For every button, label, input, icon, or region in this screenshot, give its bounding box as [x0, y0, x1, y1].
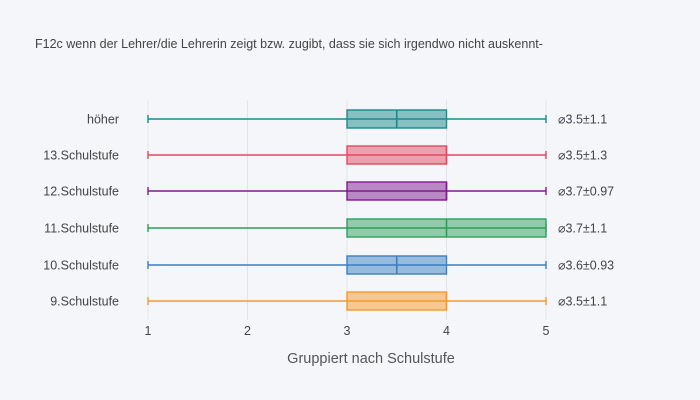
x-tick-5: 5: [543, 324, 550, 338]
annotation-10.Schulstufe: ⌀3.6±0.93: [558, 259, 614, 273]
x-tick-2: 2: [244, 324, 251, 338]
x-tick-4: 4: [443, 324, 450, 338]
box-11.Schulstufe[interactable]: [147, 218, 547, 238]
x-tick-3: 3: [344, 324, 351, 338]
x-axis-label: Gruppiert nach Schulstufe: [287, 351, 455, 367]
annotation-12.Schulstufe: ⌀3.7±0.97: [558, 185, 614, 199]
x-tick-1: 1: [145, 324, 152, 338]
annotation-höher: ⌀3.5±1.1: [558, 113, 607, 127]
y-category-labels: höher 13.Schulstufe 12.Schulstufe 11.Schuls…: [43, 113, 119, 309]
y-label-11.Schulstufe: 11.Schulstufe: [44, 222, 119, 236]
x-tick-labels: 1 2 3 4 5: [145, 324, 550, 338]
annotation-11.Schulstufe: ⌀3.7±1.1: [558, 222, 607, 236]
y-label-13.Schulstufe: 13.Schulstufe: [43, 149, 119, 163]
annotation-13.Schulstufe: ⌀3.5±1.3: [558, 149, 607, 163]
box-12.Schulstufe[interactable]: [147, 181, 547, 201]
y-label-höher: höher: [87, 113, 119, 127]
box-höher[interactable]: [147, 109, 547, 129]
chart-title: F12c wenn der Lehrer/die Lehrerin zeigt …: [35, 37, 543, 51]
y-label-9.Schulstufe: 9.Schulstufe: [50, 295, 119, 309]
stat-annotations: ⌀3.5±1.1 ⌀3.5±1.3 ⌀3.7±0.97 ⌀3.7±1.1 ⌀3.6±0.…: [558, 113, 614, 309]
iqr-box: [346, 145, 448, 165]
annotation-9.Schulstufe: ⌀3.5±1.1: [558, 295, 607, 309]
iqr-box: [346, 181, 448, 201]
box-10.Schulstufe[interactable]: [147, 255, 547, 275]
iqr-box: [346, 291, 448, 311]
grid-lines: [147, 100, 547, 320]
y-label-12.Schulstufe: 12.Schulstufe: [43, 185, 119, 199]
box-9.Schulstufe[interactable]: [147, 291, 547, 311]
box-13.Schulstufe[interactable]: [147, 145, 547, 165]
boxes: [147, 109, 547, 311]
y-label-10.Schulstufe: 10.Schulstufe: [43, 259, 119, 273]
